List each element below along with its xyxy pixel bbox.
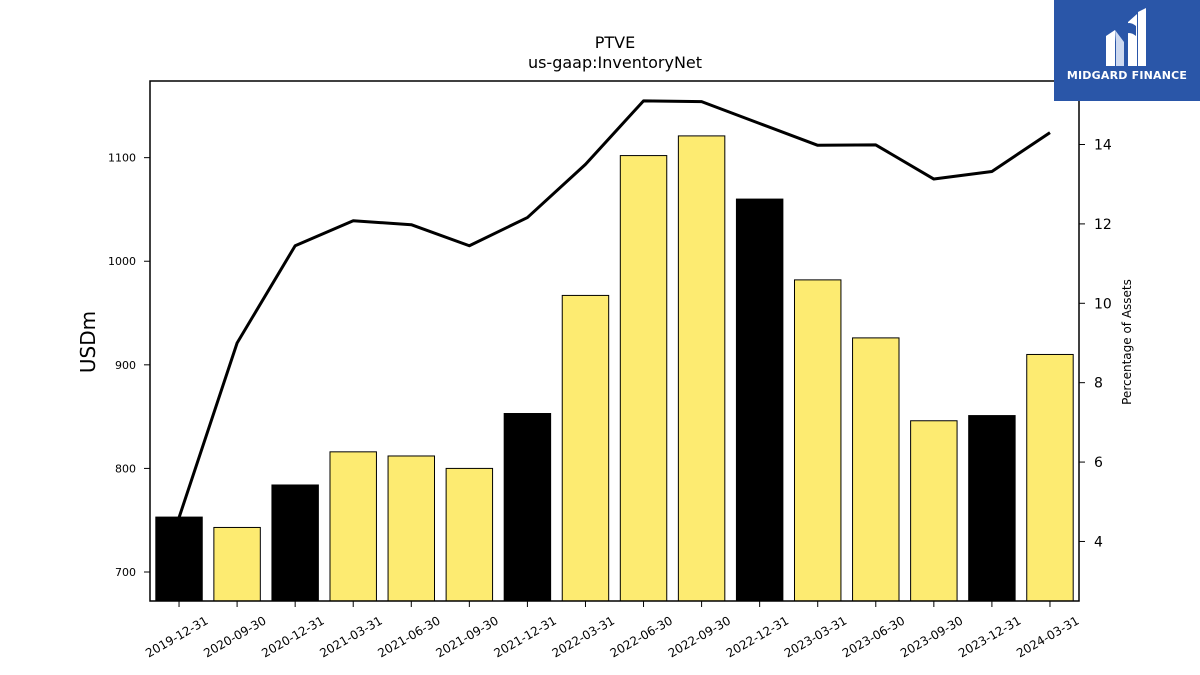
x-tick-label: 2023-06-30 bbox=[840, 613, 907, 660]
x-tick-label: 2022-03-31 bbox=[550, 613, 617, 660]
y2-tick-label: 12 bbox=[1094, 217, 1112, 233]
x-tick-label: 2019-12-31 bbox=[143, 613, 210, 660]
bar-2022-12-31 bbox=[735, 198, 784, 602]
y2-tick-label: 6 bbox=[1094, 455, 1103, 471]
bar-2022-06-30 bbox=[619, 155, 668, 602]
x-tick-label: 2021-06-30 bbox=[375, 613, 442, 660]
y-axis-left: 700 800 900 1000 1100 bbox=[108, 152, 150, 579]
plot-frame bbox=[149, 80, 1080, 602]
x-tick-label: 2021-03-31 bbox=[317, 613, 384, 660]
y-tick-label: 800 bbox=[115, 462, 136, 475]
y2-tick-label: 14 bbox=[1094, 138, 1112, 154]
bar-2020-12-31 bbox=[271, 484, 319, 602]
y2-tick-label: 8 bbox=[1094, 376, 1103, 392]
bar-2023-12-31 bbox=[968, 415, 1016, 602]
x-tick-label: 2024-03-31 bbox=[1014, 613, 1081, 660]
brand-logo: MIDGARD FINANCE bbox=[1054, 0, 1200, 101]
x-tick-label: 2023-03-31 bbox=[782, 613, 849, 660]
bar-2024-03-31 bbox=[1026, 353, 1074, 602]
x-axis: 2019-12-312020-09-302020-12-312021-03-31… bbox=[143, 601, 1081, 660]
x-tick-label: 2023-09-30 bbox=[898, 613, 965, 660]
y-tick-label: 900 bbox=[115, 359, 136, 372]
x-tick-label: 2021-12-31 bbox=[492, 613, 559, 660]
x-tick-label: 2020-12-31 bbox=[259, 613, 326, 660]
bar-2023-06-30 bbox=[852, 337, 900, 602]
y-axis-label: USDm bbox=[76, 311, 100, 373]
x-tick-label: 2022-06-30 bbox=[608, 613, 675, 660]
x-tick-label: 2020-09-30 bbox=[201, 613, 268, 660]
y-tick-label: 700 bbox=[115, 566, 136, 579]
bar-2021-09-30 bbox=[445, 467, 494, 602]
x-tick-label: 2021-09-30 bbox=[433, 613, 500, 660]
bar-2021-06-30 bbox=[387, 455, 436, 602]
logo-text: MIDGARD FINANCE bbox=[1066, 69, 1188, 82]
chart-title: PTVE bbox=[595, 33, 635, 52]
x-tick-label: 2023-12-31 bbox=[956, 613, 1023, 660]
bars-group bbox=[155, 135, 1074, 602]
y-tick-label: 1000 bbox=[108, 255, 136, 268]
x-tick-label: 2022-12-31 bbox=[724, 613, 791, 660]
y2-tick-label: 10 bbox=[1094, 296, 1112, 312]
percentage-line bbox=[177, 99, 1051, 519]
bar-2023-03-31 bbox=[793, 279, 842, 602]
bar-2023-09-30 bbox=[910, 420, 958, 602]
bar-2019-12-31 bbox=[155, 516, 203, 602]
y2-axis-label: Percentage of Assets bbox=[1120, 279, 1134, 405]
y-axis-right: 4 6 8 10 12 14 bbox=[1079, 138, 1112, 550]
bar-2020-09-30 bbox=[213, 526, 261, 602]
line-group bbox=[177, 99, 1051, 519]
chart-subtitle: us-gaap:InventoryNet bbox=[528, 53, 702, 72]
bar-2021-12-31 bbox=[503, 413, 552, 602]
y-tick-label: 1100 bbox=[108, 152, 136, 165]
y2-tick-label: 4 bbox=[1094, 534, 1103, 550]
bar-2022-09-30 bbox=[677, 135, 726, 602]
bar-2022-03-31 bbox=[561, 294, 610, 602]
x-tick-label: 2022-09-30 bbox=[666, 613, 733, 660]
midgard-logo-icon bbox=[1106, 8, 1146, 66]
bar-2021-03-31 bbox=[329, 451, 377, 602]
